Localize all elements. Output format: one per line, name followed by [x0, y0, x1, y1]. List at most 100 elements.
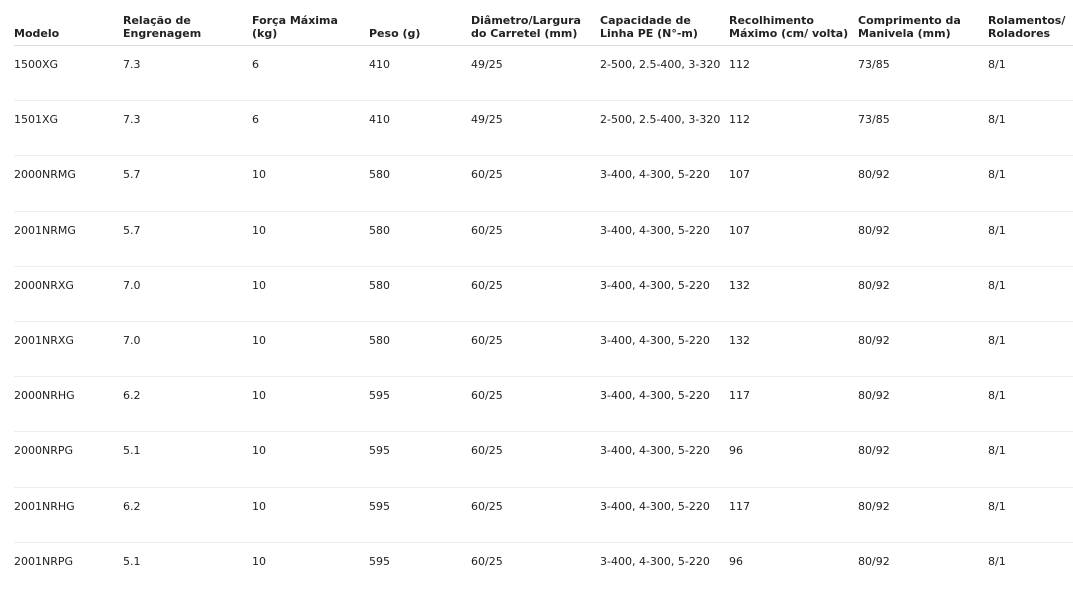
table-cell: 410: [369, 100, 471, 157]
table-cell: 96: [729, 431, 858, 488]
table-cell: 2-500, 2.5-400, 3-320: [600, 45, 729, 102]
table-cell: 80/92: [858, 376, 988, 433]
column-header: Modelo: [14, 0, 123, 46]
table-row: 1500XG 7.3 6 410 49/25 2-500, 2.5-400, 3-320 1…: [14, 45, 1073, 102]
table-cell: 7.0: [123, 321, 252, 378]
table-cell: 10: [252, 321, 369, 378]
table-cell: 80/92: [858, 266, 988, 322]
table-cell: 1501XG: [14, 100, 123, 157]
column-header: Força Máxima (kg): [252, 0, 369, 46]
table-cell: 595: [369, 554, 390, 568]
table-cell: 117: [729, 376, 858, 433]
specs-table: Modelo Relação de Engrenagem Força Máxima …: [14, 0, 1073, 597]
header-row: Modelo Relação de Engrenagem Força Máxima …: [14, 0, 1073, 46]
table-cell: 2000NRPG: [14, 431, 123, 488]
table-cell: 10: [252, 431, 369, 488]
table-cell: 580: [369, 211, 471, 267]
table-cell: 3-400, 4-300, 5-220: [600, 554, 710, 568]
table-cell: 3-400, 4-300, 5-220: [600, 266, 729, 322]
table-cell: 5.1: [123, 431, 252, 488]
table-row: 2000NRXG 7.0 10 580 60/25 3-400, 4-300, 5-220…: [14, 266, 1073, 322]
table-cell: 580: [369, 321, 471, 378]
table-cell: 112: [729, 45, 858, 102]
table-cell: 112: [729, 100, 858, 157]
table-cell: 2001NRMG: [14, 211, 123, 267]
table-cell: 8/1: [988, 554, 1006, 568]
table-cell: 3-400, 4-300, 5-220: [600, 431, 729, 488]
table-cell: 60/25: [471, 376, 600, 433]
column-header: Comprimento da Manivela (mm): [858, 0, 988, 46]
table-cell: 10: [252, 155, 369, 212]
table-cell: 595: [369, 431, 471, 488]
table-cell: 10: [252, 376, 369, 433]
table-cell: 80/92: [858, 554, 890, 568]
table-cell: 3-400, 4-300, 5-220: [600, 376, 729, 433]
table-cell: 2001NRXG: [14, 321, 123, 378]
table-cell: 410: [369, 45, 471, 102]
table-cell: 80/92: [858, 487, 988, 543]
table-cell: 3-400, 4-300, 5-220: [600, 321, 729, 378]
table-row: 2001NRXG 7.0 10 580 60/25 3-400, 4-300, 5-220…: [14, 321, 1073, 378]
table-cell: 132: [729, 266, 858, 322]
table-cell: 8/1: [988, 487, 1073, 543]
table-cell: 580: [369, 266, 471, 322]
table-cell: 6.2: [123, 487, 252, 543]
table-cell: 5.7: [123, 155, 252, 212]
table-cell: 8/1: [988, 431, 1073, 488]
table-cell: 60/25: [471, 487, 600, 543]
table-cell: 107: [729, 211, 858, 267]
table-cell: 10: [252, 554, 266, 568]
table-cell: 60/25: [471, 554, 503, 568]
table-cell: 60/25: [471, 431, 600, 488]
table-row: 2001NRHG 6.2 10 595 60/25 3-400, 4-300, 5-220…: [14, 487, 1073, 543]
table-cell: 132: [729, 321, 858, 378]
column-header: Peso (g): [369, 0, 471, 46]
table-cell: 2000NRXG: [14, 266, 123, 322]
table-row: 2001NRMG 5.7 10 580 60/25 3-400, 4-300, 5-220…: [14, 211, 1073, 267]
table-cell: 580: [369, 155, 471, 212]
table-cell: 49/25: [471, 45, 600, 102]
table-cell: 107: [729, 155, 858, 212]
table-cell: 73/85: [858, 45, 988, 102]
column-header: Rolamentos/ Roladores: [988, 0, 1073, 46]
column-header: Capacidade de Linha PE (N°-m): [600, 0, 729, 46]
table-cell: 8/1: [988, 100, 1073, 157]
table-cell: 8/1: [988, 376, 1073, 433]
table-cell: 2001NRHG: [14, 487, 123, 543]
table-cell: 3-400, 4-300, 5-220: [600, 155, 729, 212]
table-cell: 6: [252, 45, 369, 102]
table-cell: 60/25: [471, 321, 600, 378]
table-cell: 117: [729, 487, 858, 543]
table-cell: 1500XG: [14, 45, 123, 102]
table-cell: 8/1: [988, 211, 1073, 267]
table-cell: 80/92: [858, 321, 988, 378]
table-row: 2000NRMG 5.7 10 580 60/25 3-400, 4-300, 5-220…: [14, 155, 1073, 212]
table-cell: 6.2: [123, 376, 252, 433]
table-cell: 595: [369, 487, 471, 543]
table-cell: 2000NRMG: [14, 155, 123, 212]
table-cell: 2-500, 2.5-400, 3-320: [600, 100, 729, 157]
table-cell: 6: [252, 100, 369, 157]
column-header: Recolhimento Máximo (cm/ volta): [729, 0, 858, 46]
table-cell: 5.7: [123, 211, 252, 267]
table-cell: 60/25: [471, 266, 600, 322]
column-header: Relação de Engrenagem: [123, 0, 252, 46]
table-cell: 8/1: [988, 45, 1073, 102]
table-row: 1501XG 7.3 6 410 49/25 2-500, 2.5-400, 3-320 1…: [14, 100, 1073, 157]
table-cell: 60/25: [471, 211, 600, 267]
table-cell: 7.3: [123, 45, 252, 102]
table-cell: 7.0: [123, 266, 252, 322]
table-cell: 5.1: [123, 554, 141, 568]
table-cell: 8/1: [988, 321, 1073, 378]
table-cell: 8/1: [988, 155, 1073, 212]
table-row: 2001NRPG 5.1 10 595 60/25 3-400, 4-300, 5-220…: [14, 542, 1073, 597]
table-cell: 49/25: [471, 100, 600, 157]
table-cell: 595: [369, 376, 471, 433]
table-row: 2000NRHG 6.2 10 595 60/25 3-400, 4-300, 5-220…: [14, 376, 1073, 433]
table-cell: 3-400, 4-300, 5-220: [600, 211, 729, 267]
table-cell: 10: [252, 487, 369, 543]
table-cell: 10: [252, 266, 369, 322]
table-cell: 80/92: [858, 211, 988, 267]
table-cell: 7.3: [123, 100, 252, 157]
